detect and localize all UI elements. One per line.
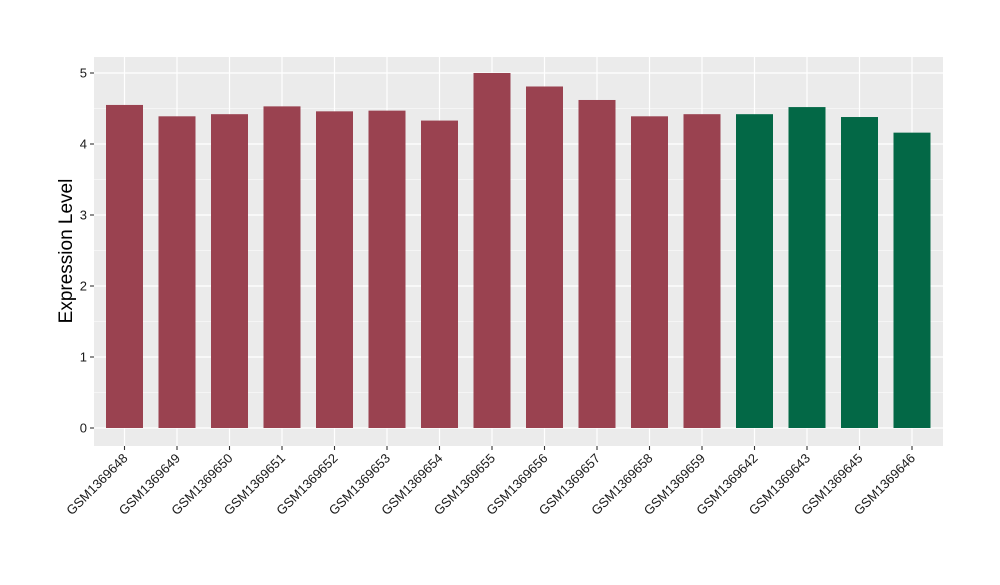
bar (473, 73, 511, 428)
bar (158, 116, 196, 428)
bar (526, 86, 563, 429)
bar (211, 114, 248, 429)
bar (893, 132, 931, 428)
y-tick-label: 1 (80, 350, 87, 365)
y-tick-label: 4 (80, 137, 87, 152)
bar (631, 116, 668, 428)
bar (683, 114, 721, 429)
bar (106, 104, 143, 428)
bar (316, 111, 353, 428)
bar (841, 117, 878, 429)
bars (106, 73, 931, 429)
bar (421, 120, 458, 428)
bar (263, 106, 301, 429)
y-axis-title: Expression Level (56, 179, 77, 324)
y-tick-label: 0 (80, 421, 87, 436)
bar (788, 107, 826, 428)
y-axis-ticks: 0 1 2 3 4 5 (80, 66, 94, 436)
bar (368, 110, 406, 428)
bar (578, 99, 616, 428)
y-tick-label: 2 (80, 279, 87, 294)
y-tick-label: 5 (80, 66, 87, 81)
bar (736, 114, 773, 429)
y-tick-label: 3 (80, 208, 87, 223)
